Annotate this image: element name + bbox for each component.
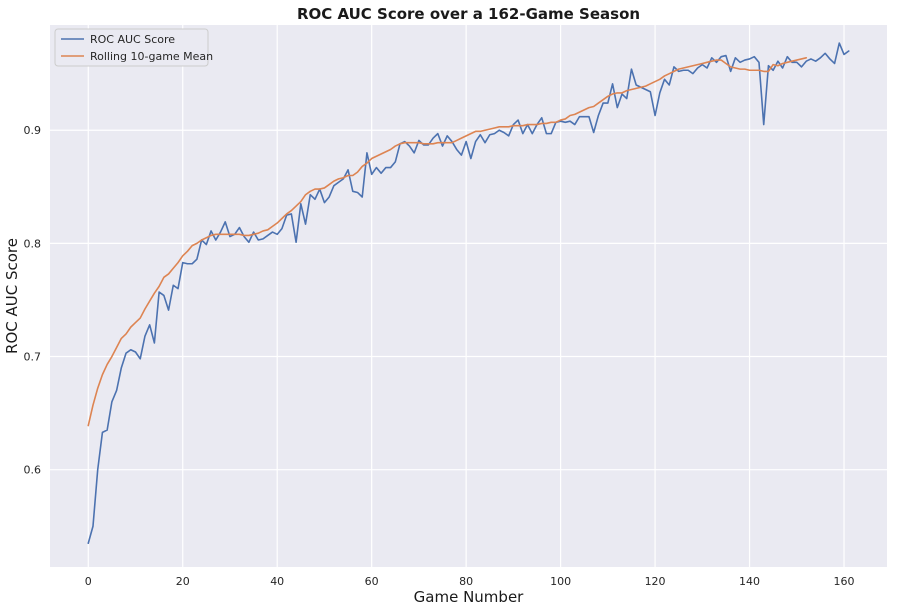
legend-label-roc-auc: ROC AUC Score (90, 33, 175, 46)
y-tick-label: 0.6 (24, 464, 42, 477)
plot-area (50, 25, 887, 567)
chart-title: ROC AUC Score over a 162-Game Season (297, 5, 640, 23)
series-line-rolling-mean (87, 57, 808, 427)
y-axis-label: ROC AUC Score (3, 238, 21, 354)
x-tick-label: 40 (270, 575, 284, 588)
y-tick-label: 0.8 (24, 237, 42, 250)
grid-lines (50, 25, 887, 567)
y-tick-label: 0.9 (24, 124, 42, 137)
x-tick-label: 160 (834, 575, 855, 588)
x-tick-label: 100 (550, 575, 571, 588)
x-tick-label: 80 (459, 575, 473, 588)
tick-labels: 0 20 40 60 80 100 120 140 160 0.6 0.7 0.8 0.9 (24, 124, 855, 588)
series-line-roc-auc (87, 42, 850, 545)
legend: ROC AUC Score Rolling 10-game Mean (54, 28, 213, 67)
x-tick-label: 0 (85, 575, 92, 588)
x-tick-label: 140 (739, 575, 760, 588)
legend-label-rolling-mean: Rolling 10-game Mean (90, 50, 213, 63)
x-tick-label: 60 (365, 575, 379, 588)
series-lines (87, 42, 850, 545)
x-axis-label: Game Number (414, 588, 525, 606)
y-tick-label: 0.7 (24, 351, 42, 364)
legend-box (54, 28, 209, 67)
x-tick-label: 20 (176, 575, 190, 588)
x-tick-label: 120 (645, 575, 666, 588)
